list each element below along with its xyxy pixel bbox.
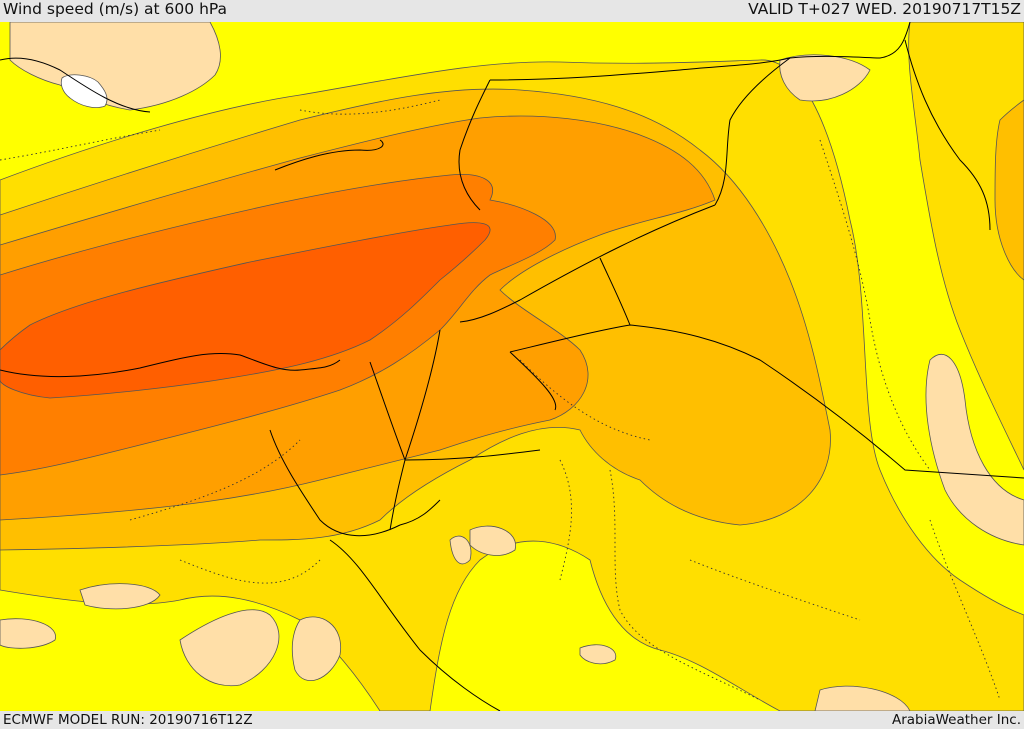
map-footer: ECMWF MODEL RUN: 20190716T12Z ArabiaWeat… — [0, 711, 1024, 729]
calm-patch-s5 — [291, 616, 342, 681]
wind-speed-map[interactable] — [0, 22, 1024, 711]
coastline — [0, 57, 441, 537]
dotted-borders — [0, 99, 1001, 701]
valid-time: VALID T+027 WED. 20190717T15Z — [748, 0, 1021, 18]
calm-patch-sw — [179, 609, 280, 687]
model-run-label: ECMWF MODEL RUN: 20190716T12Z — [3, 712, 253, 728]
calm-patch-ne — [779, 54, 871, 102]
white-area — [60, 74, 108, 108]
calm-patch-s6 — [814, 685, 911, 711]
band-6-core — [0, 222, 491, 399]
calm-patch-east — [925, 354, 1024, 546]
calm-patch-s2 — [0, 618, 56, 649]
calm-patch-s4 — [579, 644, 617, 665]
calm-patch-nw — [9, 22, 221, 111]
calm-patch-s7 — [449, 535, 472, 565]
calm-patch-s3 — [469, 525, 516, 556]
wind-map-canvas — [0, 22, 1024, 711]
calm-patch-s1 — [79, 583, 161, 610]
band-2-east — [908, 22, 1024, 471]
borders — [329, 22, 1024, 711]
map-header: Wind speed (m/s) at 600 hPa VALID T+027 … — [0, 0, 1024, 22]
credit-label: ArabiaWeather Inc. — [891, 712, 1021, 728]
band-3-east-patch — [994, 99, 1024, 281]
map-title: Wind speed (m/s) at 600 hPa — [3, 0, 228, 18]
